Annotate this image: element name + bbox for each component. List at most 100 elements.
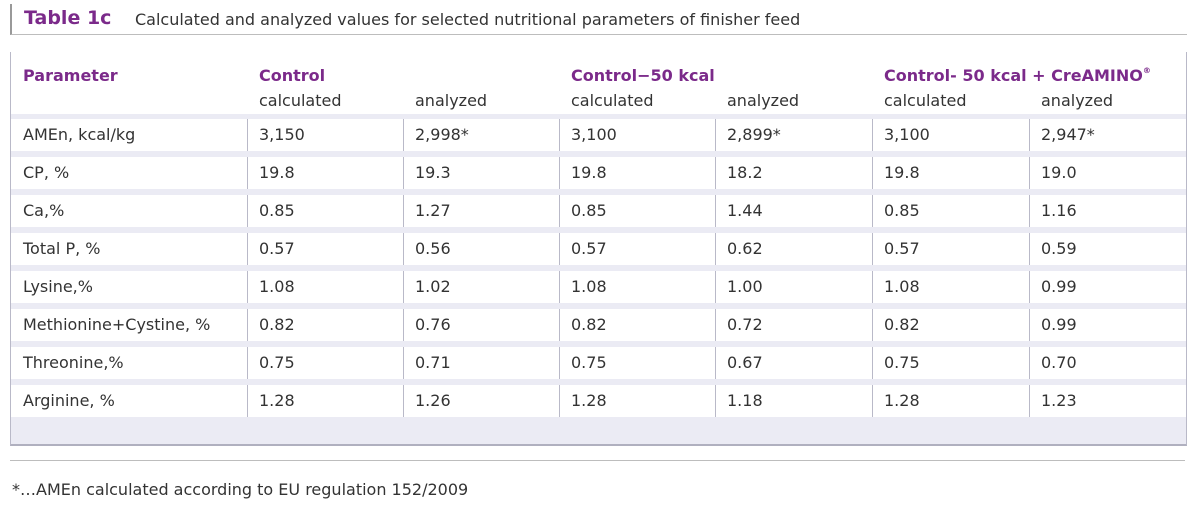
- group-header-control-minus-50: Control−50 kcal: [571, 66, 715, 85]
- table-row: Ca,% 0.85 1.27 0.85 1.44 0.85 1.16: [11, 195, 1186, 227]
- value-cell: 19.8: [884, 163, 920, 182]
- column-divider: [403, 385, 404, 417]
- value-cell: 0.67: [727, 353, 763, 372]
- column-divider: [247, 347, 248, 379]
- value-cell: 2,998*: [415, 125, 469, 144]
- value-cell: 0.57: [571, 239, 607, 258]
- value-cell: 1.28: [571, 391, 607, 410]
- table-row: Total P, % 0.57 0.56 0.57 0.62 0.57 0.59: [11, 233, 1186, 265]
- value-cell: 19.8: [571, 163, 607, 182]
- column-divider: [403, 347, 404, 379]
- parameter-cell: Ca,%: [23, 201, 65, 220]
- column-divider: [715, 195, 716, 227]
- value-cell: 0.59: [1041, 239, 1077, 258]
- column-divider: [247, 309, 248, 341]
- subheader-calculated: calculated: [259, 91, 342, 110]
- column-divider: [872, 233, 873, 265]
- value-cell: 0.85: [884, 201, 920, 220]
- table-row: AMEn, kcal/kg 3,150 2,998* 3,100 2,899* 3,100…: [11, 119, 1186, 151]
- value-cell: 0.82: [571, 315, 607, 334]
- column-divider: [715, 157, 716, 189]
- column-divider: [715, 233, 716, 265]
- value-cell: 0.82: [884, 315, 920, 334]
- value-cell: 0.85: [259, 201, 295, 220]
- value-cell: 1.27: [415, 201, 451, 220]
- column-divider: [872, 157, 873, 189]
- column-divider: [247, 385, 248, 417]
- parameter-cell: Methionine+Cystine, %: [23, 315, 211, 334]
- column-divider: [247, 157, 248, 189]
- table-row: CP, % 19.8 19.3 19.8 18.2 19.8 19.0: [11, 157, 1186, 189]
- table-row: Methionine+Cystine, % 0.82 0.76 0.82 0.72 0.8…: [11, 309, 1186, 341]
- column-divider: [872, 195, 873, 227]
- value-cell: 0.82: [259, 315, 295, 334]
- value-cell: 1.08: [571, 277, 607, 296]
- value-cell: 18.2: [727, 163, 763, 182]
- value-cell: 1.44: [727, 201, 763, 220]
- column-divider: [403, 119, 404, 151]
- column-divider: [403, 233, 404, 265]
- table-row: Arginine, % 1.28 1.26 1.28 1.18 1.28 1.23: [11, 385, 1186, 417]
- value-cell: 0.71: [415, 353, 451, 372]
- column-divider: [715, 347, 716, 379]
- value-cell: 0.57: [884, 239, 920, 258]
- table-row: Lysine,% 1.08 1.02 1.08 1.00 1.08 0.99: [11, 271, 1186, 303]
- column-divider: [247, 119, 248, 151]
- value-cell: 0.70: [1041, 353, 1077, 372]
- value-cell: 3,100: [571, 125, 617, 144]
- table-caption: Table 1c Calculated and analyzed values …: [10, 4, 1187, 35]
- column-divider: [872, 385, 873, 417]
- value-cell: 1.28: [259, 391, 295, 410]
- column-divider: [247, 233, 248, 265]
- column-divider: [1029, 309, 1030, 341]
- table-row: Threonine,% 0.75 0.71 0.75 0.67 0.75 0.70: [11, 347, 1186, 379]
- value-cell: 0.75: [259, 353, 295, 372]
- value-cell: 0.62: [727, 239, 763, 258]
- column-divider: [403, 309, 404, 341]
- column-divider: [559, 271, 560, 303]
- registered-mark: ®: [1142, 66, 1151, 75]
- column-divider: [715, 385, 716, 417]
- value-cell: 1.08: [884, 277, 920, 296]
- column-divider: [715, 271, 716, 303]
- parameter-cell: Lysine,%: [23, 277, 93, 296]
- value-cell: 0.99: [1041, 277, 1077, 296]
- column-divider: [1029, 271, 1030, 303]
- value-cell: 1.28: [884, 391, 920, 410]
- value-cell: 1.18: [727, 391, 763, 410]
- group-header-creamino: Control- 50 kcal + CreAMINO®: [884, 66, 1151, 85]
- value-cell: 1.02: [415, 277, 451, 296]
- subheader-analyzed: analyzed: [415, 91, 488, 110]
- column-divider: [247, 195, 248, 227]
- parameter-cell: CP, %: [23, 163, 70, 182]
- value-cell: 3,150: [259, 125, 305, 144]
- column-divider: [559, 347, 560, 379]
- value-cell: 0.85: [571, 201, 607, 220]
- value-cell: 0.75: [884, 353, 920, 372]
- subheader-analyzed: analyzed: [727, 91, 800, 110]
- column-divider: [1029, 347, 1030, 379]
- column-divider: [559, 385, 560, 417]
- column-divider: [715, 309, 716, 341]
- value-cell: 19.8: [259, 163, 295, 182]
- value-cell: 0.57: [259, 239, 295, 258]
- column-divider: [1029, 385, 1030, 417]
- value-cell: 19.0: [1041, 163, 1077, 182]
- parameter-cell: Arginine, %: [23, 391, 115, 410]
- value-cell: 1.00: [727, 277, 763, 296]
- column-divider: [1029, 195, 1030, 227]
- value-cell: 0.56: [415, 239, 451, 258]
- footer-divider: [10, 460, 1185, 461]
- column-divider: [559, 195, 560, 227]
- group-header-control: Control: [259, 66, 326, 85]
- column-divider: [559, 157, 560, 189]
- column-divider: [1029, 157, 1030, 189]
- subheader-calculated: calculated: [884, 91, 967, 110]
- value-cell: 1.26: [415, 391, 451, 410]
- value-cell: 2,899*: [727, 125, 781, 144]
- parameter-cell: Total P, %: [23, 239, 101, 258]
- value-cell: 1.23: [1041, 391, 1077, 410]
- value-cell: 19.3: [415, 163, 451, 182]
- column-divider: [872, 309, 873, 341]
- column-divider: [559, 119, 560, 151]
